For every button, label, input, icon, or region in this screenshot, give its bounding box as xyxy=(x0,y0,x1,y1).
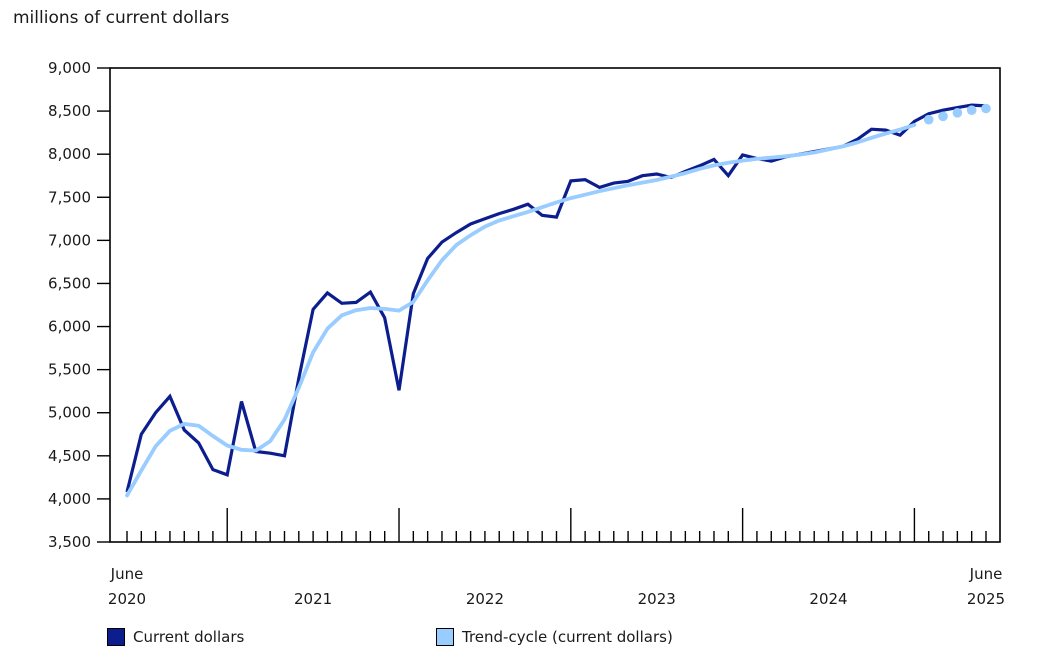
y-tick-label: 6,000 xyxy=(48,318,91,336)
y-tick-label: 8,000 xyxy=(48,145,91,163)
y-tick-label: 6,500 xyxy=(48,274,91,292)
x-label-year: 2023 xyxy=(638,590,676,608)
x-label-year: 2025 xyxy=(967,590,1005,608)
legend-swatch-current-dollars xyxy=(107,628,125,646)
series-trend-cycle-dots xyxy=(923,103,991,125)
legend-item-trend-cycle: Trend-cycle (current dollars) xyxy=(436,628,673,646)
x-label-year: 2024 xyxy=(809,590,847,608)
series-trend-cycle-line xyxy=(125,123,917,498)
trend-cycle-dot xyxy=(952,108,963,118)
legend-item-current-dollars: Current dollars xyxy=(107,628,244,646)
chart-title: millions of current dollars xyxy=(13,8,230,28)
trend-cycle-dot xyxy=(923,114,934,125)
legend-label-current-dollars: Current dollars xyxy=(133,628,245,646)
trend-cycle-dot xyxy=(981,103,991,114)
y-tick-label: 5,000 xyxy=(48,404,91,422)
y-tick-label: 8,500 xyxy=(48,102,91,120)
y-tick-label: 5,500 xyxy=(48,361,91,379)
x-label-year: 2022 xyxy=(466,590,504,608)
y-tick-label: 7,000 xyxy=(48,231,91,249)
x-label-year: 2020 xyxy=(108,590,146,608)
y-axis: 3,500 4,000 4,500 5,000 5,500 6,000 6,500 7,000… xyxy=(48,59,110,551)
y-tick-label: 9,000 xyxy=(48,59,91,77)
y-tick-label: 4,000 xyxy=(48,490,91,508)
plot-border xyxy=(109,67,1001,543)
x-axis: June 2020 2021 2022 2023 2024 June 2025 xyxy=(108,508,1005,608)
y-tick-label: 3,500 xyxy=(48,533,91,551)
trend-cycle-dot xyxy=(938,111,948,122)
y-tick-label: 4,500 xyxy=(48,447,91,465)
y-tick-label: 7,500 xyxy=(48,188,91,206)
x-label-month: June xyxy=(969,565,1003,583)
legend-label-trend-cycle: Trend-cycle (current dollars) xyxy=(462,628,673,646)
trend-cycle-dot xyxy=(966,105,977,115)
x-label-year: 2021 xyxy=(294,590,332,608)
series-current-dollars-line xyxy=(125,103,987,493)
legend-swatch-trend-cycle xyxy=(436,628,454,646)
x-label-month: June xyxy=(110,565,144,583)
